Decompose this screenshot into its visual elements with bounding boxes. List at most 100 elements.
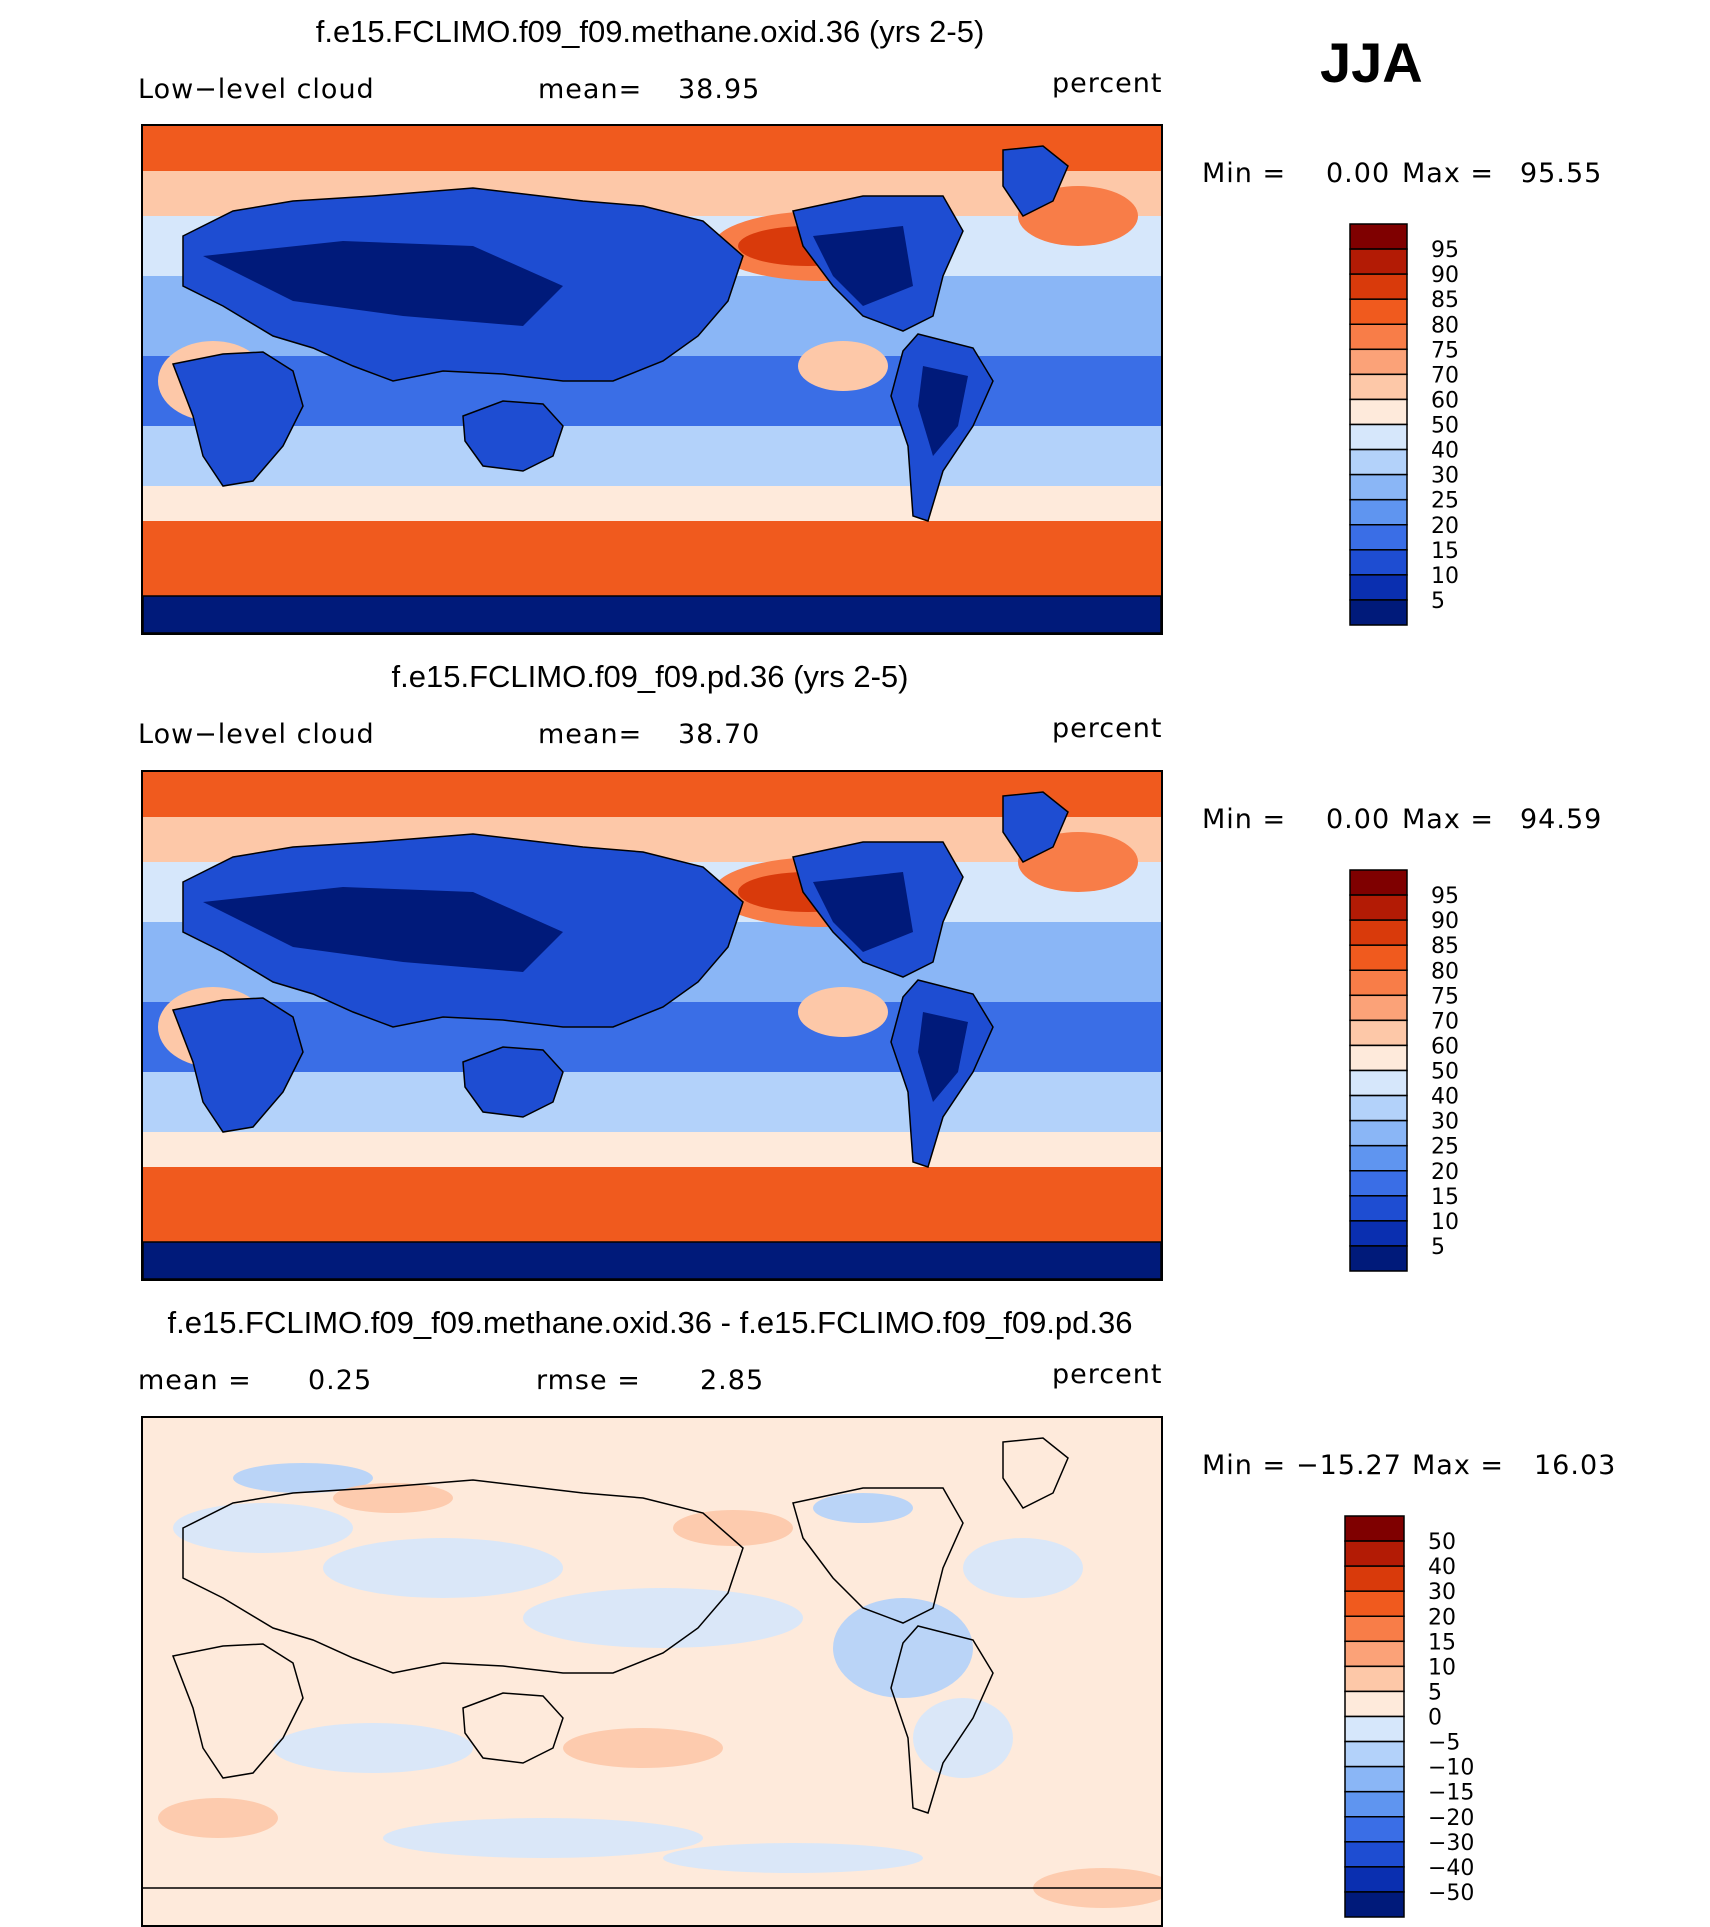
map-anomaly-patch: [963, 1538, 1083, 1598]
map-latitude-band: [143, 1132, 1161, 1167]
colorbar-tick-label: 0: [1428, 1706, 1442, 1731]
panel-2-min-value: 0.00: [1326, 804, 1391, 835]
panel-3-mean-label: mean =: [138, 1365, 252, 1396]
colorbar-tick-label: 90: [1431, 909, 1459, 934]
colorbar-tick-label: −50: [1428, 1881, 1474, 1906]
colorbar-tick-label: 95: [1431, 238, 1459, 263]
map-latitude-band: [143, 1002, 1161, 1072]
map-anomaly-patch: [383, 1818, 703, 1858]
panel-1-variable-label: Low−level cloud: [138, 74, 375, 105]
map-continent: [1002, 145, 1069, 217]
panel-1-min-label: Min =: [1202, 158, 1287, 189]
colorbar-tick-label: 25: [1431, 489, 1459, 514]
map-continent-interior: [918, 366, 968, 456]
colorbar-swatch: [1344, 1565, 1405, 1592]
colorbar-swatch: [1344, 1640, 1405, 1668]
map-continent: [462, 1046, 564, 1118]
colorbar-swatch: [1349, 248, 1408, 275]
colorbar-tick-label: 20: [1431, 514, 1459, 539]
map-continent-interior: [203, 887, 563, 972]
panel-2-title: f.e15.FCLIMO.f09_f09.pd.36 (yrs 2-5): [391, 659, 909, 694]
colorbar-tick-label: 30: [1431, 1110, 1459, 1135]
map-continent-interior: [813, 872, 913, 952]
map-latitude-band: [143, 426, 1161, 486]
map-coastline: [462, 1692, 564, 1764]
colorbar-swatch: [1349, 423, 1408, 451]
map-continent: [462, 400, 564, 472]
colorbar-tick-label: −30: [1428, 1831, 1474, 1856]
map-coastline: [792, 1487, 964, 1624]
colorbar-tick-label: 15: [1431, 539, 1459, 564]
colorbar-swatch: [1349, 223, 1408, 250]
colorbar-swatch: [1349, 348, 1408, 376]
panel-3-mean-value: 0.25: [308, 1365, 373, 1396]
panel-1-title: f.e15.FCLIMO.f09_f09.methane.oxid.36 (yr…: [315, 14, 985, 49]
colorbar-swatch: [1349, 298, 1408, 325]
panel-3-units: percent: [1052, 1359, 1163, 1390]
map-anomaly-patch: [273, 1723, 473, 1773]
colorbar-swatch: [1344, 1891, 1405, 1918]
colorbar-swatch: [1344, 1515, 1405, 1542]
panel-1-mean-label: mean=: [538, 74, 643, 105]
map-cloud-deck: [798, 987, 888, 1037]
colorbar-swatch: [1349, 323, 1408, 351]
colorbar-tick-label: 25: [1431, 1135, 1459, 1160]
colorbar-tick-label: 10: [1431, 564, 1459, 589]
colorbar-swatch: [1344, 1816, 1405, 1843]
colorbar-swatch: [1349, 498, 1408, 526]
season-label: JJA: [1320, 31, 1423, 94]
panel-2-max-value: 94.59: [1520, 804, 1603, 835]
colorbar-tick-label: 50: [1431, 1060, 1459, 1085]
panel-1-map: [141, 124, 1163, 635]
map-anomaly-patch: [173, 1503, 353, 1553]
colorbar-tick-label: 15: [1428, 1630, 1456, 1655]
colorbar-swatch: [1349, 1094, 1408, 1122]
colorbar-swatch: [1349, 1170, 1408, 1197]
map-continent: [171, 351, 304, 487]
map-anomaly-patch: [663, 1843, 923, 1873]
colorbar-swatch: [1349, 1220, 1408, 1247]
panel-1-map-svg: [143, 126, 1161, 633]
map-cloud-deck: [798, 341, 888, 391]
map-latitude-band: [143, 1072, 1161, 1132]
panel-3-map-svg: [143, 1418, 1161, 1925]
panel-3-map: [141, 1416, 1163, 1927]
map-anomaly-patch: [673, 1510, 793, 1546]
colorbar-tick-label: 5: [1431, 589, 1445, 614]
map-anomaly-patch: [323, 1538, 563, 1598]
colorbar-tick-label: 85: [1431, 934, 1459, 959]
map-latitude-band: [143, 521, 1161, 596]
colorbar-tick-label: 5: [1431, 1235, 1445, 1260]
colorbar-tick-label: 70: [1431, 363, 1459, 388]
panel-1-units: percent: [1052, 68, 1163, 99]
colorbar-swatch: [1344, 1841, 1405, 1868]
colorbar-tick-label: 60: [1431, 388, 1459, 413]
map-continent-interior: [203, 241, 563, 326]
panel-1-max-label: Max =: [1402, 158, 1495, 189]
panel-3-max-value: 16.03: [1534, 1450, 1617, 1481]
colorbar-tick-label: 15: [1431, 1185, 1459, 1210]
map-coastline: [171, 1643, 304, 1779]
colorbar-swatch: [1349, 869, 1408, 896]
panel-3-rmse-value: 2.85: [700, 1365, 765, 1396]
colorbar-tick-label: −5: [1428, 1731, 1460, 1756]
colorbar-swatch: [1349, 1144, 1408, 1172]
colorbar-tick-label: 40: [1428, 1555, 1456, 1580]
colorbar-tick-label: 50: [1428, 1530, 1456, 1555]
panel-2-mean-value: 38.70: [678, 719, 761, 750]
map-continent: [1002, 791, 1069, 863]
colorbar-tick-label: 10: [1428, 1655, 1456, 1680]
colorbar-tick-label: 80: [1431, 959, 1459, 984]
colorbar-swatch: [1349, 969, 1408, 997]
colorbar-swatch: [1349, 473, 1408, 501]
panel-3-max-label: Max =: [1412, 1450, 1505, 1481]
panel-3-min-label: Min =: [1202, 1450, 1287, 1481]
colorbar-tick-label: 75: [1431, 338, 1459, 363]
colorbar-tick-label: 90: [1431, 263, 1459, 288]
colorbar-tick-label: −20: [1428, 1806, 1474, 1831]
panel-2-map-svg: [143, 772, 1161, 1279]
map-coastline: [890, 1625, 994, 1814]
map-latitude-band: [143, 126, 1161, 171]
map-anomaly-patch: [233, 1463, 373, 1493]
colorbar-tick-label: 10: [1431, 1210, 1459, 1235]
